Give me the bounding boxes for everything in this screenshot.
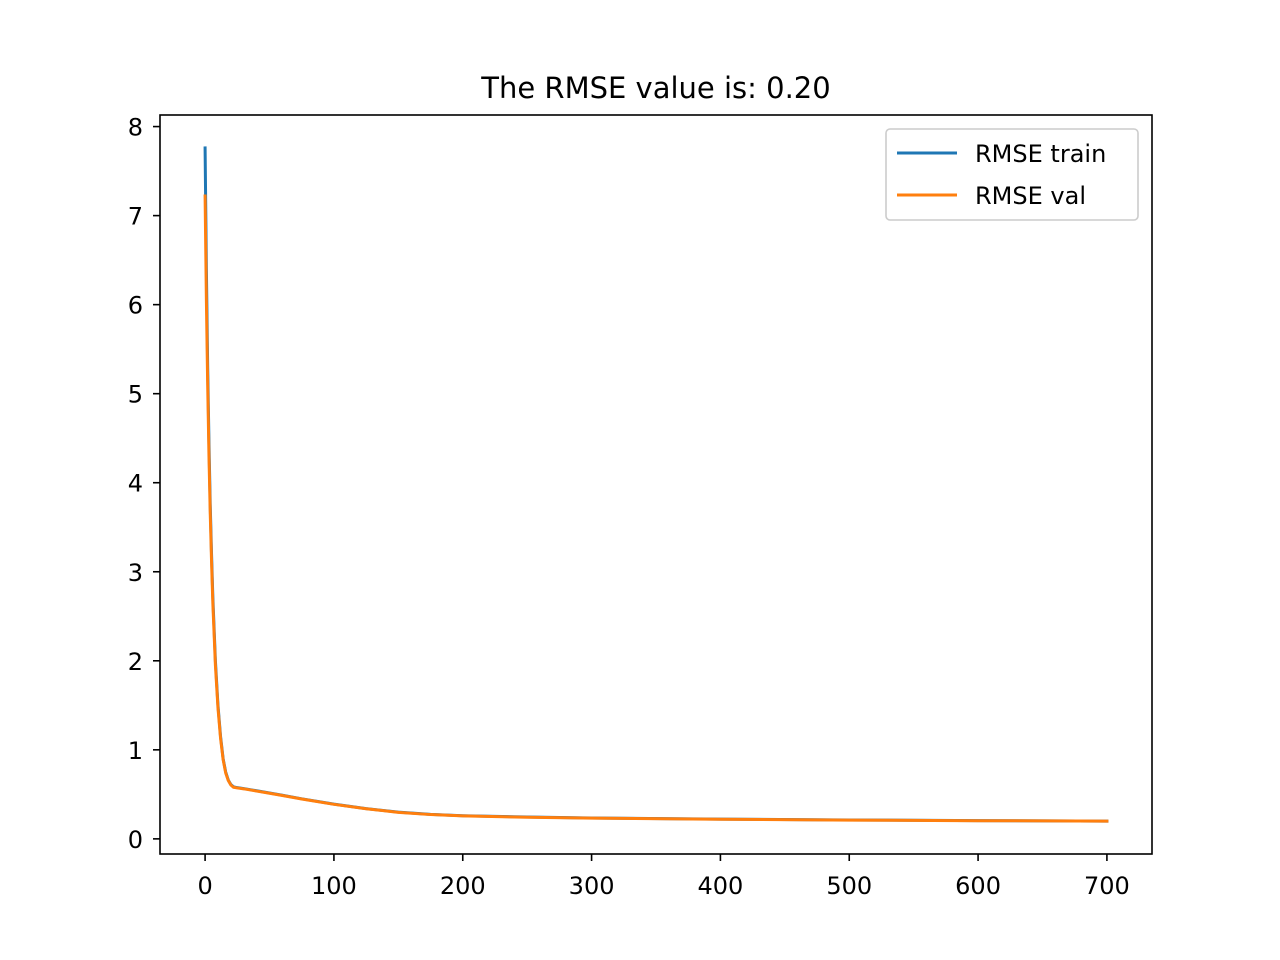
legend-label: RMSE val [975, 182, 1086, 210]
y-axis: 0 1 2 3 4 5 6 7 8 [128, 114, 160, 854]
y-tick-label: 7 [128, 203, 143, 231]
y-tick-label: 2 [128, 648, 143, 676]
y-tick-label: 0 [128, 826, 143, 854]
x-axis: 0 100 200 300 400 500 600 700 [197, 854, 1130, 900]
axes-frame [159, 114, 1153, 855]
x-tick-label: 700 [1084, 872, 1130, 900]
x-tick-label: 200 [440, 872, 486, 900]
x-tick-label: 100 [311, 872, 357, 900]
y-tick-label: 8 [128, 114, 143, 142]
x-tick-label: 0 [197, 872, 212, 900]
legend-label: RMSE train [975, 140, 1106, 168]
y-tick-label: 1 [128, 737, 143, 765]
chart-title: The RMSE value is: 0.20 [480, 71, 830, 105]
x-tick-label: 300 [569, 872, 615, 900]
legend: RMSE train RMSE val [885, 128, 1139, 221]
series-lines [203, 146, 1109, 823]
y-tick-label: 6 [128, 292, 143, 320]
y-tick-label: 4 [128, 470, 143, 498]
x-tick-label: 400 [698, 872, 744, 900]
y-tick-label: 5 [128, 381, 143, 409]
series-line-rmse-val [203, 194, 1109, 823]
x-tick-label: 500 [826, 872, 872, 900]
x-tick-label: 600 [955, 872, 1001, 900]
y-tick-label: 3 [128, 559, 143, 587]
